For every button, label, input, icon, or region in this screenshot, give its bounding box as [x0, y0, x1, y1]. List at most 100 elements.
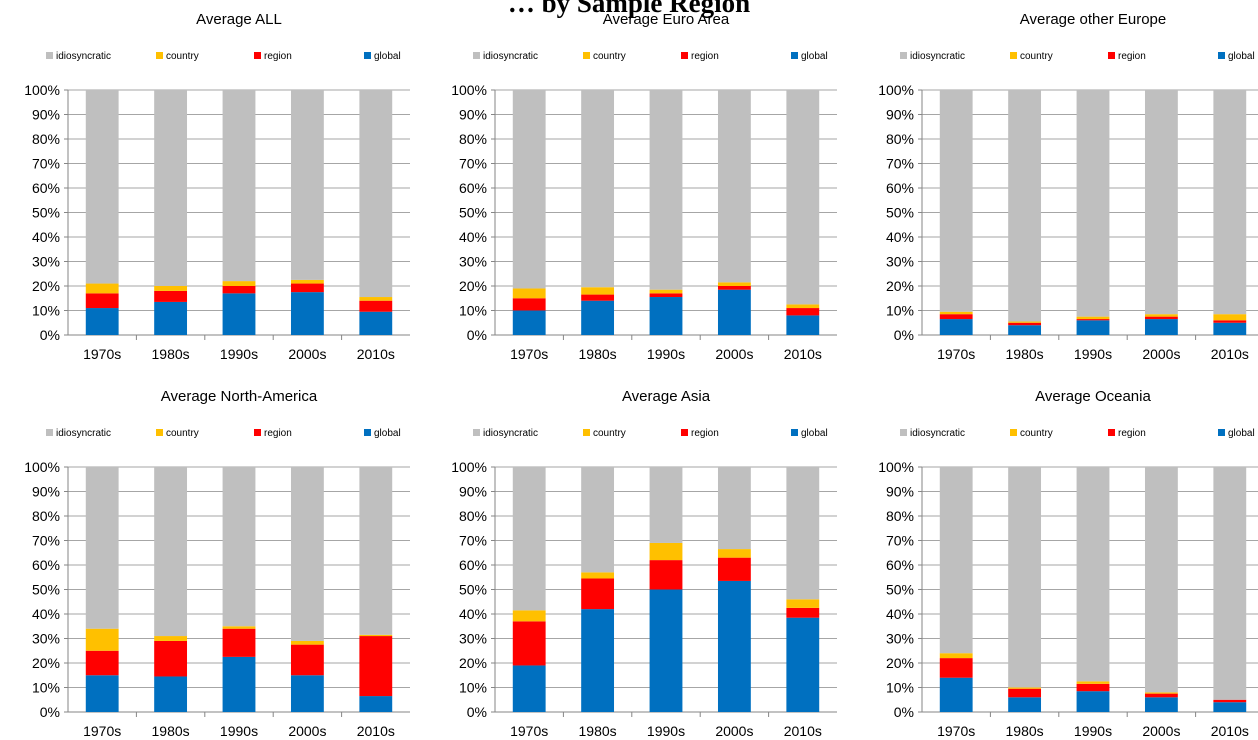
bar-segment-country: [786, 304, 820, 309]
x-tick-label: 2000s: [1142, 723, 1180, 739]
legend-label: global: [1228, 51, 1255, 62]
bar-segment-country: [581, 572, 615, 579]
bar-segment-country: [939, 311, 973, 315]
legend-label: region: [1118, 51, 1146, 62]
bar-segment-idiosyncratic: [939, 90, 973, 312]
figure-title: … by Sample Region: [507, 0, 751, 18]
legend-swatch: [364, 52, 371, 59]
bar-segment-idiosyncratic: [359, 90, 393, 298]
bar-segment-country: [290, 640, 324, 645]
legend-label: idiosyncratic: [56, 428, 111, 439]
bar-segment-global: [649, 589, 683, 712]
chart-title: Average North-America: [161, 388, 318, 405]
legend-label: idiosyncratic: [483, 51, 538, 62]
y-tick-label: 90%: [459, 107, 487, 123]
bar-segment-idiosyncratic: [222, 90, 256, 282]
bar-segment-country: [649, 289, 683, 294]
y-tick-label: 30%: [886, 631, 914, 647]
bar-segment-region: [581, 294, 615, 301]
x-tick-label: 1990s: [647, 346, 685, 362]
y-tick-label: 50%: [32, 205, 60, 221]
chart-legend: idiosyncratic country region global: [46, 428, 401, 439]
bar-segment-country: [154, 286, 188, 291]
y-tick-label: 10%: [886, 680, 914, 696]
bar-segment-idiosyncratic: [717, 467, 751, 550]
x-tick-label: 1970s: [937, 346, 975, 362]
bar-segment-country: [1008, 321, 1042, 323]
y-tick-label: 90%: [32, 107, 60, 123]
legend-swatch: [900, 429, 907, 436]
bar-segment-global: [222, 293, 256, 335]
x-tick-label: 2000s: [715, 346, 753, 362]
bar-segment-global: [786, 315, 820, 335]
bar-segment-region: [1008, 322, 1042, 326]
bar-segment-region: [717, 557, 751, 581]
y-tick-label: 100%: [878, 459, 914, 475]
y-tick-label: 70%: [886, 533, 914, 549]
x-tick-label: 1980s: [152, 723, 190, 739]
legend-swatch: [473, 429, 480, 436]
x-tick-label: 2010s: [1211, 723, 1249, 739]
bar-segment-region: [581, 578, 615, 610]
y-tick-label: 80%: [32, 508, 60, 524]
chart-legend: idiosyncratic country region global: [900, 51, 1255, 62]
bar-segment-global: [1144, 697, 1178, 712]
legend-label: country: [166, 51, 199, 62]
bar-segment-region: [1144, 316, 1178, 320]
bar-segment-global: [154, 676, 188, 712]
bar-segment-global: [717, 289, 751, 335]
bar-segment-region: [85, 650, 119, 676]
y-tick-label: 40%: [32, 606, 60, 622]
bar-segment-country: [222, 281, 256, 286]
legend-swatch: [473, 52, 480, 59]
bar-segment-global: [512, 665, 546, 712]
legend-swatch: [791, 52, 798, 59]
y-tick-label: 80%: [459, 508, 487, 524]
bar-segment-country: [717, 282, 751, 286]
legend-swatch: [681, 52, 688, 59]
bar-segment-country: [581, 287, 615, 295]
legend-swatch: [1108, 429, 1115, 436]
bar-segment-idiosyncratic: [786, 90, 820, 305]
bar-segment-idiosyncratic: [1008, 90, 1042, 322]
x-tick-label: 1970s: [510, 346, 548, 362]
legend-swatch: [583, 429, 590, 436]
legend-swatch: [156, 52, 163, 59]
bar-segment-global: [1008, 325, 1042, 335]
bar-segment-idiosyncratic: [512, 467, 546, 611]
legend-label: country: [593, 51, 626, 62]
y-tick-label: 20%: [32, 655, 60, 671]
y-tick-label: 30%: [459, 254, 487, 270]
y-tick-label: 10%: [886, 303, 914, 319]
bar-segment-country: [222, 626, 256, 629]
bar-segment-global: [1213, 322, 1247, 335]
bar-segment-idiosyncratic: [581, 467, 615, 573]
bar-segment-region: [1008, 688, 1042, 698]
y-tick-label: 80%: [886, 508, 914, 524]
bar-segment-global: [939, 677, 973, 712]
y-tick-label: 90%: [32, 484, 60, 500]
bar-segment-region: [1213, 320, 1247, 323]
bar-segment-region: [359, 636, 393, 697]
legend-label: country: [1020, 428, 1053, 439]
y-tick-label: 0%: [40, 327, 60, 343]
x-tick-label: 2010s: [357, 346, 395, 362]
bar-segment-global: [1076, 691, 1110, 712]
legend-label: global: [801, 428, 828, 439]
x-tick-label: 2010s: [357, 723, 395, 739]
bar-segment-global: [359, 696, 393, 712]
chart-panel: Average Oceania idiosyncratic country regio…: [878, 388, 1258, 739]
legend-label: idiosyncratic: [56, 51, 111, 62]
legend-label: country: [593, 428, 626, 439]
bar-segment-country: [1076, 681, 1110, 684]
chart-panel: Average Euro Area idiosyncratic country reg…: [451, 11, 837, 362]
legend-label: region: [264, 428, 292, 439]
y-tick-label: 10%: [459, 303, 487, 319]
x-tick-label: 1970s: [83, 723, 121, 739]
y-tick-label: 80%: [459, 131, 487, 147]
y-tick-label: 0%: [467, 327, 487, 343]
x-tick-label: 1970s: [510, 723, 548, 739]
bar-segment-idiosyncratic: [786, 467, 820, 600]
y-tick-label: 60%: [886, 180, 914, 196]
legend-label: country: [1020, 51, 1053, 62]
